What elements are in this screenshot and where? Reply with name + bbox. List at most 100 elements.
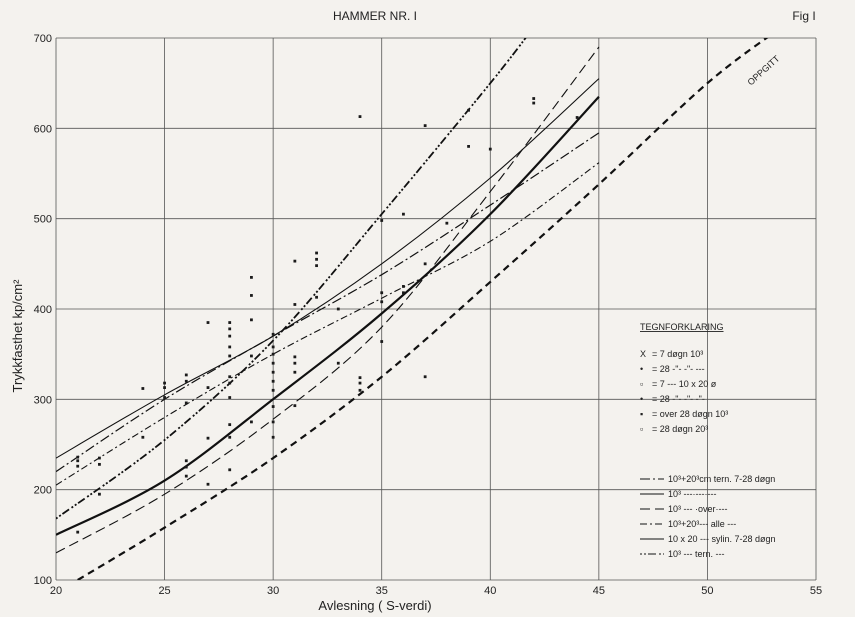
data-point xyxy=(532,97,536,100)
data-point xyxy=(271,388,275,392)
y-axis-label: Trykkfasthet kp/cm² xyxy=(10,279,25,393)
data-point xyxy=(228,396,232,399)
x-tick-label: 25 xyxy=(158,585,170,597)
data-point xyxy=(336,307,340,311)
data-point xyxy=(76,530,80,534)
data-point xyxy=(423,124,427,128)
data-point xyxy=(380,291,384,295)
data-point xyxy=(358,376,362,380)
gridlines xyxy=(55,37,817,581)
data-point xyxy=(380,219,384,222)
curve-thick xyxy=(56,95,600,536)
data-point xyxy=(271,345,275,349)
data-point xyxy=(141,387,145,390)
data-point xyxy=(228,354,232,358)
x-axis-label: Avlesning ( S-verdi) xyxy=(318,598,431,613)
x-tick-label: 45 xyxy=(593,585,605,597)
x-tick-label: 30 xyxy=(267,585,279,597)
data-point xyxy=(271,435,275,439)
legend-title: TEGNFORKLARING xyxy=(640,322,724,332)
data-points xyxy=(76,97,579,534)
data-point xyxy=(250,275,253,279)
data-point xyxy=(315,264,318,268)
data-point xyxy=(358,381,362,385)
legend-marker-text: = 7 --- 10 x 20 ø xyxy=(652,379,717,389)
data-point xyxy=(575,116,579,119)
legend-marker-text: = 28 døgn 20³ xyxy=(652,424,708,434)
data-point xyxy=(250,318,253,322)
x-tick-labels: 20 25 30 35 40 45 50 55 xyxy=(50,585,822,597)
curve-dashdot-thin xyxy=(56,162,600,486)
curve-solid-thin xyxy=(56,78,600,459)
data-point xyxy=(467,145,470,148)
data-point xyxy=(402,285,405,288)
legend-marker-symbol: • xyxy=(640,364,643,374)
data-point xyxy=(315,295,318,299)
data-point xyxy=(163,386,166,389)
y-tick-label: 500 xyxy=(34,214,52,226)
data-point xyxy=(206,482,210,486)
data-point xyxy=(271,379,275,383)
data-point xyxy=(184,474,188,478)
data-point xyxy=(76,455,80,459)
data-point xyxy=(184,465,188,469)
data-point xyxy=(423,262,427,266)
legend-line-text: 10³+20³cm tern. 7-28 døgn xyxy=(668,474,775,484)
data-point xyxy=(532,101,536,105)
data-point xyxy=(98,462,101,466)
data-point xyxy=(163,381,166,385)
data-point xyxy=(380,340,384,343)
data-point xyxy=(206,436,210,440)
marker-legend: X = 7 døgn 10³ • = 28 -"- -"- --- ▫ = 7 --- 1… xyxy=(640,349,728,434)
legend-marker-text: = over 28 døgn 10³ xyxy=(652,409,728,419)
legend-line-text: 10 x 20 --- sylin. 7-28 døgn xyxy=(668,534,776,544)
data-point xyxy=(358,115,362,118)
data-point xyxy=(250,294,253,297)
x-tick-label: 55 xyxy=(810,585,822,597)
y-tick-label: 300 xyxy=(34,394,52,406)
data-point xyxy=(293,361,297,365)
data-point xyxy=(402,291,405,295)
data-point xyxy=(184,379,188,383)
data-point xyxy=(293,303,297,306)
data-point xyxy=(271,370,275,374)
legend-marker-symbol: ▫ xyxy=(640,424,643,434)
data-point xyxy=(184,459,188,463)
data-point xyxy=(228,345,232,349)
data-point xyxy=(271,332,275,336)
data-point xyxy=(402,212,405,216)
curve-dashdot-long xyxy=(56,132,600,473)
data-point xyxy=(228,423,232,427)
legend-marker-symbol: X xyxy=(640,349,646,359)
y-tick-label: 400 xyxy=(34,304,52,316)
data-point xyxy=(315,257,318,261)
data-point xyxy=(315,251,318,255)
data-point xyxy=(228,375,232,379)
data-point xyxy=(206,321,210,324)
legend-marker-text: = 28 -"- -"- --- xyxy=(652,364,705,374)
data-point xyxy=(358,388,362,392)
line-legend: 10³+20³cm tern. 7-28 døgn 10³ ---·---·---… xyxy=(640,474,776,559)
legend-marker-text: = 28 -"- -"- -"- xyxy=(652,394,705,404)
data-point xyxy=(293,259,297,263)
data-point xyxy=(445,221,449,225)
data-point xyxy=(76,464,80,468)
data-point xyxy=(423,375,427,379)
legend-line-text: 10³ --- tern. --- xyxy=(668,549,725,559)
data-point xyxy=(98,492,101,496)
data-point xyxy=(380,300,384,304)
data-point xyxy=(228,435,232,439)
legend-line-text: 10³+20³--- alle --- xyxy=(668,519,736,529)
data-point xyxy=(250,420,253,424)
data-point xyxy=(163,396,166,399)
data-point xyxy=(271,405,275,408)
legend-line-text: 10³ ---·---·--- xyxy=(668,489,716,499)
legend-line-text: 10³ --- ·over·--- xyxy=(668,504,728,514)
y-tick-label: 100 xyxy=(34,575,52,587)
y-tick-label: 200 xyxy=(34,485,52,497)
data-point xyxy=(293,370,297,374)
x-tick-label: 40 xyxy=(484,585,496,597)
curve-dotted-heavy xyxy=(56,38,527,520)
regression-curves xyxy=(56,38,769,580)
